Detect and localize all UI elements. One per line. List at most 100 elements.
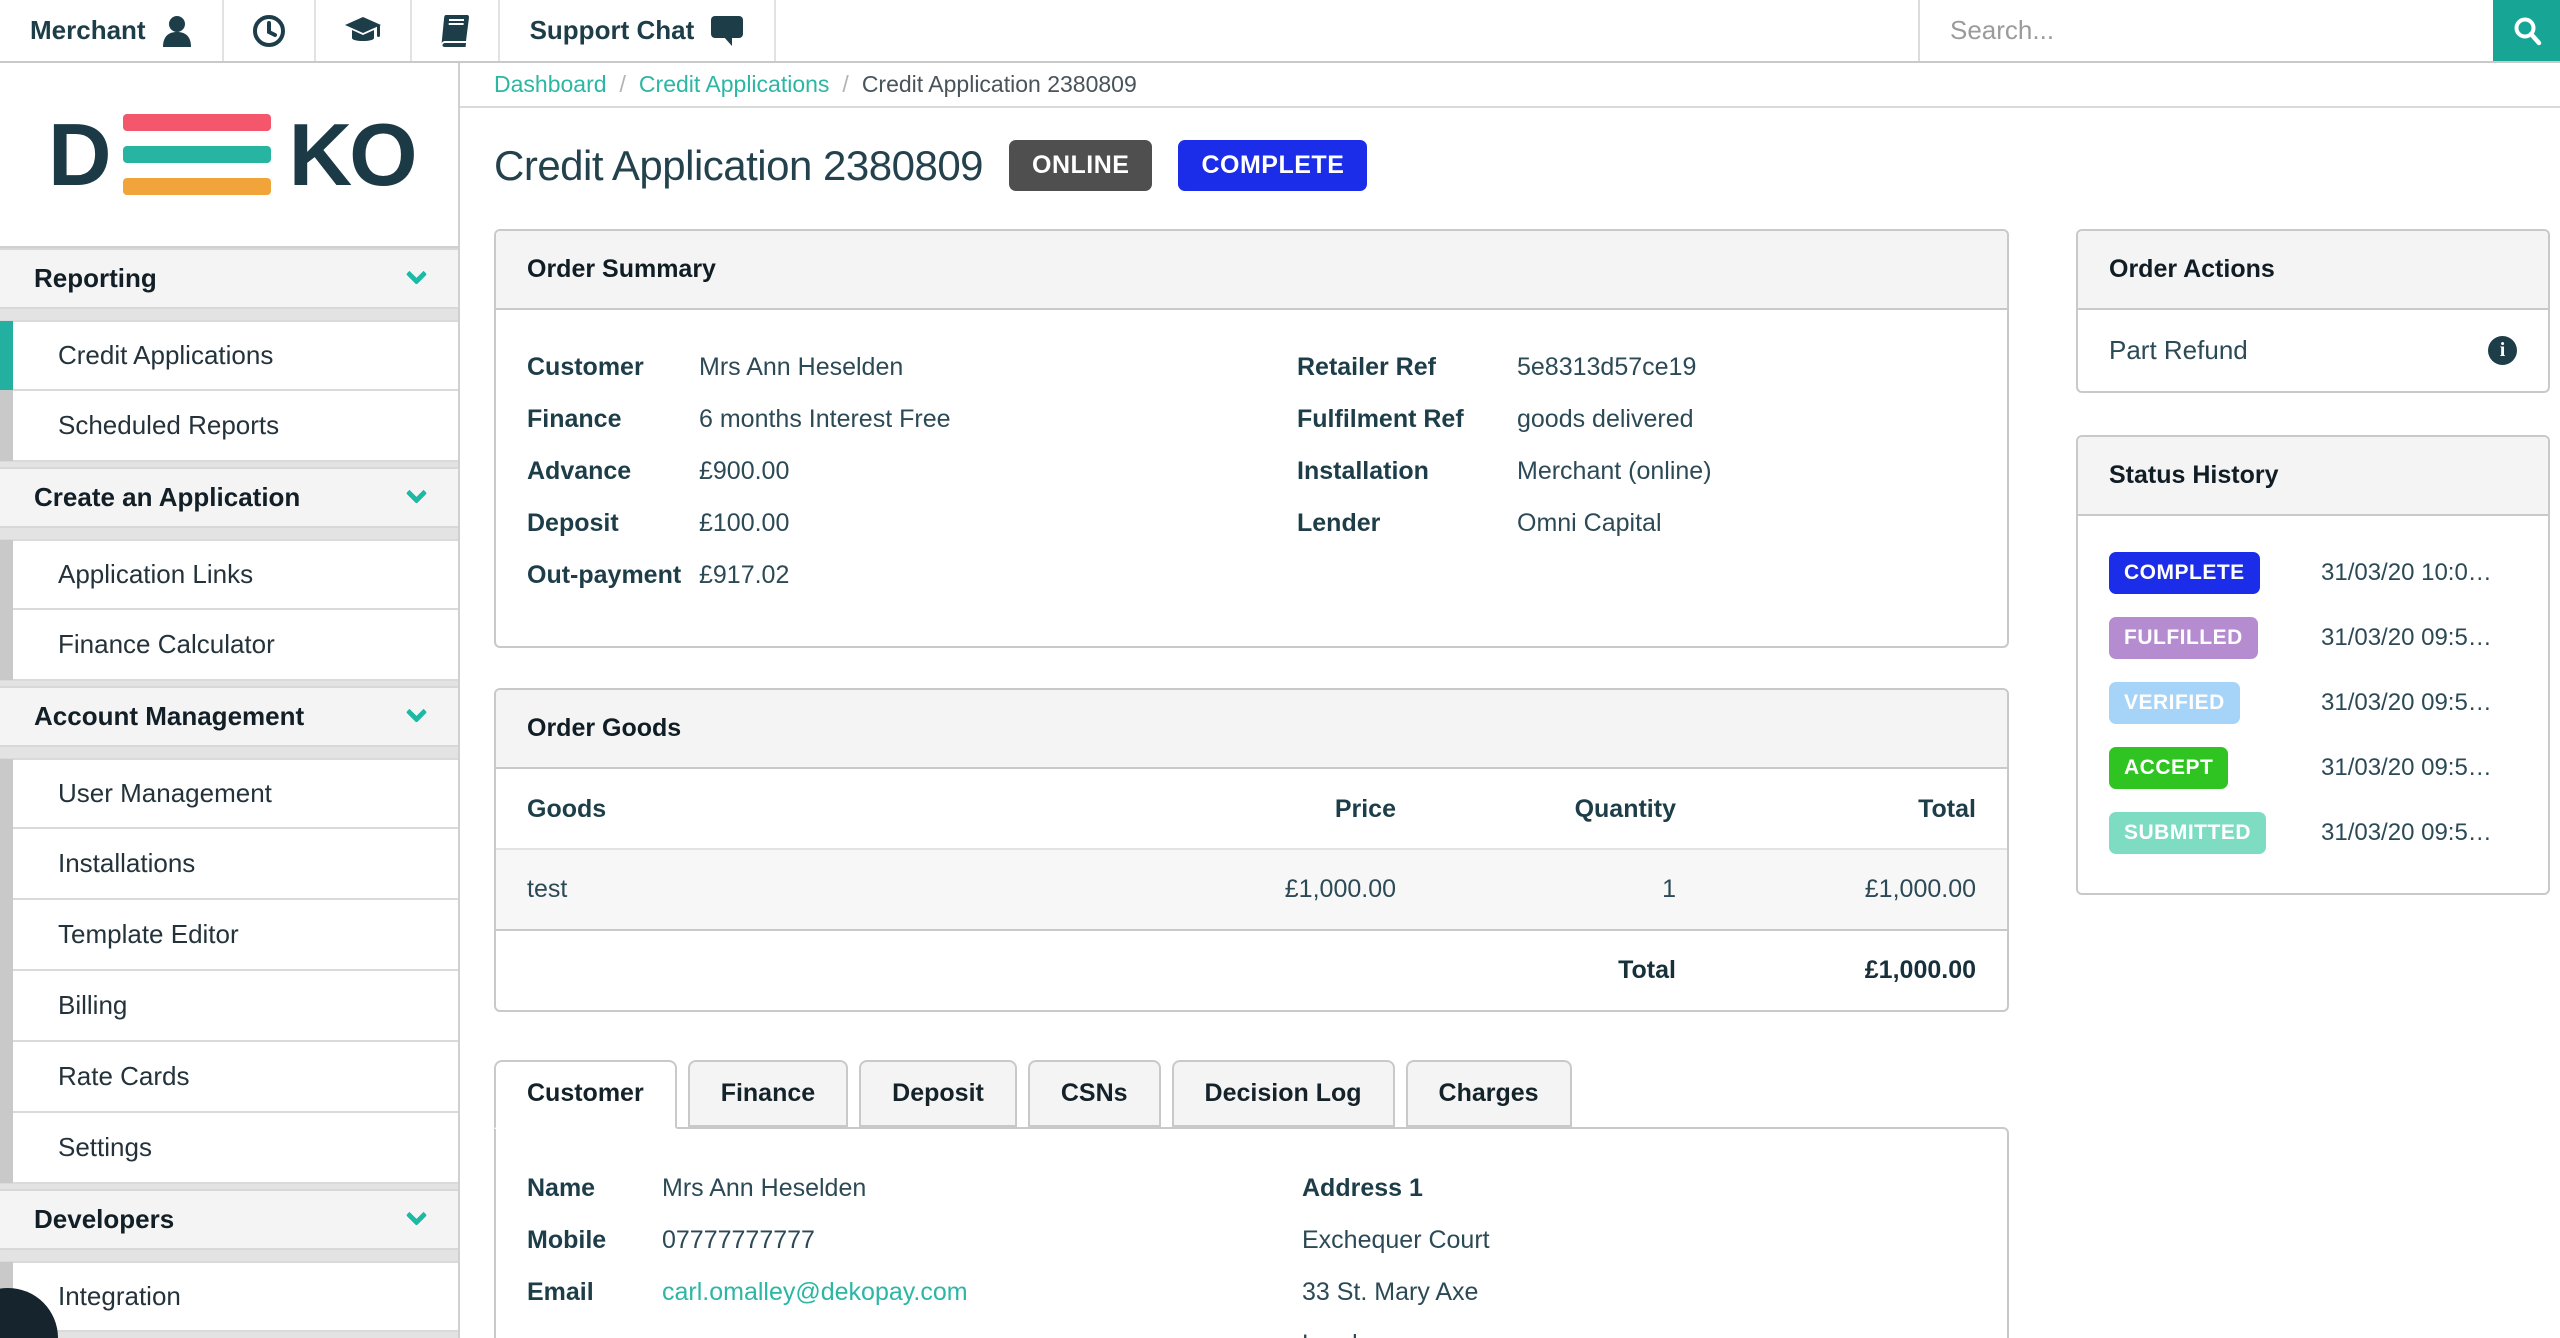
status-date: 31/03/20 10:0… — [2321, 559, 2492, 586]
fulfilment-ref-value: goods delivered — [1517, 405, 1694, 433]
online-badge: ONLINE — [1009, 140, 1153, 191]
mobile-value: 07777777777 — [662, 1226, 815, 1254]
order-goods-title: Order Goods — [496, 690, 2007, 769]
goods-header-row: Goods Price Quantity Total — [496, 769, 2007, 849]
finance-value: 6 months Interest Free — [699, 405, 951, 433]
sidebar-section-developers[interactable]: Developers — [0, 1189, 458, 1250]
docs-button[interactable] — [412, 0, 500, 61]
list-item: FULFILLED 31/03/20 09:5… — [2109, 617, 2517, 659]
graduation-cap-icon — [344, 15, 382, 47]
status-badge: ACCEPT — [2109, 747, 2229, 789]
total-cell: £1,000.00 — [1864, 875, 1976, 903]
order-summary-panel: Order Summary Customer Mrs Ann Heselden F… — [494, 229, 2009, 648]
status-badge: VERIFIED — [2109, 682, 2240, 724]
email-link[interactable]: carl.omalley@dekopay.com — [662, 1278, 968, 1306]
status-date: 31/03/20 09:5… — [2321, 624, 2492, 651]
lender-value: Omni Capital — [1517, 509, 1662, 537]
list-item: COMPLETE 31/03/20 10:0… — [2109, 552, 2517, 594]
search-area — [1918, 0, 2560, 61]
search-button[interactable] — [2493, 0, 2560, 61]
chevron-down-icon — [405, 263, 428, 285]
address-line-3: London — [1302, 1329, 1490, 1338]
sidebar-item-finance-calculator[interactable]: Finance Calculator — [0, 609, 458, 681]
tab-deposit[interactable]: Deposit — [859, 1060, 1017, 1127]
status-badge: FULFILLED — [2109, 617, 2258, 659]
info-icon[interactable]: i — [2488, 336, 2517, 365]
name-label: Name — [527, 1174, 596, 1202]
support-chat-label: Support Chat — [529, 15, 695, 45]
customer-tab-panel: Name Mrs Ann Heselden Mobile 07777777777 E… — [494, 1127, 2009, 1338]
logo-letters-ko: KO — [288, 104, 418, 204]
breadcrumb-dashboard[interactable]: Dashboard — [494, 71, 607, 97]
list-item: VERIFIED 31/03/20 09:5… — [2109, 682, 2517, 724]
tab-finance[interactable]: Finance — [687, 1060, 849, 1127]
goods-total-value: £1,000.00 — [1864, 956, 1976, 984]
advance-value: £900.00 — [699, 457, 790, 485]
address-line-2: 33 St. Mary Axe — [1302, 1278, 1479, 1306]
user-icon — [162, 15, 192, 47]
clock-icon — [252, 14, 286, 48]
chevron-down-icon — [405, 482, 428, 504]
status-badge: SUBMITTED — [2109, 812, 2266, 854]
sidebar-section-reporting[interactable]: Reporting — [0, 248, 458, 309]
finance-label: Finance — [527, 405, 622, 433]
out-payment-label: Out-payment — [527, 561, 682, 589]
order-goods-panel: Order Goods Goods Price Quantity Total — [494, 688, 2009, 1012]
history-button[interactable] — [224, 0, 316, 61]
fulfilment-ref-label: Fulfilment Ref — [1297, 405, 1464, 433]
sidebar-item-installations[interactable]: Installations — [0, 828, 458, 900]
advance-label: Advance — [527, 457, 632, 485]
sidebar-item-application-links[interactable]: Application Links — [0, 539, 458, 610]
search-input[interactable] — [1920, 0, 2493, 61]
tab-customer[interactable]: Customer — [494, 1060, 677, 1129]
deposit-label: Deposit — [527, 509, 619, 537]
sidebar-item-rate-cards[interactable]: Rate Cards — [0, 1041, 458, 1113]
table-row: test £1,000.00 1 £1,000.00 — [496, 849, 2007, 930]
sidebar-section-create-application[interactable]: Create an Application — [0, 467, 458, 528]
logo-letter-d: D — [48, 104, 112, 204]
status-history-panel: Status History COMPLETE 31/03/20 10:0… F… — [2076, 435, 2550, 895]
chevron-down-icon — [405, 701, 428, 723]
quantity-col-header: Quantity — [1574, 795, 1676, 823]
status-date: 31/03/20 09:5… — [2321, 819, 2492, 846]
merchant-menu-button[interactable]: Merchant — [0, 0, 224, 61]
goods-total-row: Total £1,000.00 — [496, 930, 2007, 1010]
goods-cell: test — [527, 875, 568, 903]
search-icon — [2512, 16, 2542, 46]
price-col-header: Price — [1334, 795, 1396, 823]
status-badge: COMPLETE — [2109, 552, 2260, 594]
sidebar-item-settings[interactable]: Settings — [0, 1112, 458, 1184]
tab-charges[interactable]: Charges — [1405, 1060, 1572, 1127]
sidebar-item-credit-applications[interactable]: Credit Applications — [0, 320, 458, 391]
complete-badge: COMPLETE — [1178, 140, 1368, 191]
mobile-label: Mobile — [527, 1226, 607, 1254]
address-label: Address 1 — [1302, 1174, 1423, 1202]
deko-logo[interactable]: D KO — [0, 63, 458, 248]
list-item: SUBMITTED 31/03/20 09:5… — [2109, 812, 2517, 854]
main-content: Dashboard / Credit Applications / Credit… — [460, 63, 2560, 1338]
support-chat-button[interactable]: Support Chat — [500, 0, 777, 61]
tab-csns[interactable]: CSNs — [1027, 1060, 1161, 1127]
installation-value: Merchant (online) — [1517, 457, 1712, 485]
chevron-down-icon — [405, 1204, 428, 1226]
retailer-ref-value: 5e8313d57ce19 — [1517, 353, 1697, 381]
customer-label: Customer — [527, 353, 644, 381]
sidebar-item-template-editor[interactable]: Template Editor — [0, 899, 458, 971]
tab-decision-log[interactable]: Decision Log — [1171, 1060, 1395, 1127]
breadcrumb-credit-applications[interactable]: Credit Applications — [638, 71, 830, 97]
sidebar-item-scheduled-reports[interactable]: Scheduled Reports — [0, 390, 458, 462]
total-col-header: Total — [1918, 795, 1976, 823]
order-actions-panel: Order Actions Part Refund i — [2076, 229, 2550, 393]
logo-e-bars — [122, 114, 271, 195]
deposit-value: £100.00 — [699, 509, 790, 537]
sidebar-item-user-management[interactable]: User Management — [0, 758, 458, 829]
sidebar-item-integration[interactable]: Integration — [0, 1261, 458, 1332]
sidebar-section-account-management[interactable]: Account Management — [0, 686, 458, 747]
status-date: 31/03/20 09:5… — [2321, 689, 2492, 716]
part-refund-label: Part Refund — [2109, 335, 2248, 365]
email-label: Email — [527, 1278, 594, 1306]
training-button[interactable] — [316, 0, 412, 61]
sidebar-item-billing[interactable]: Billing — [0, 970, 458, 1042]
breadcrumb-current: Credit Application 2380809 — [861, 71, 1137, 97]
part-refund-action[interactable]: Part Refund i — [2078, 310, 2548, 391]
